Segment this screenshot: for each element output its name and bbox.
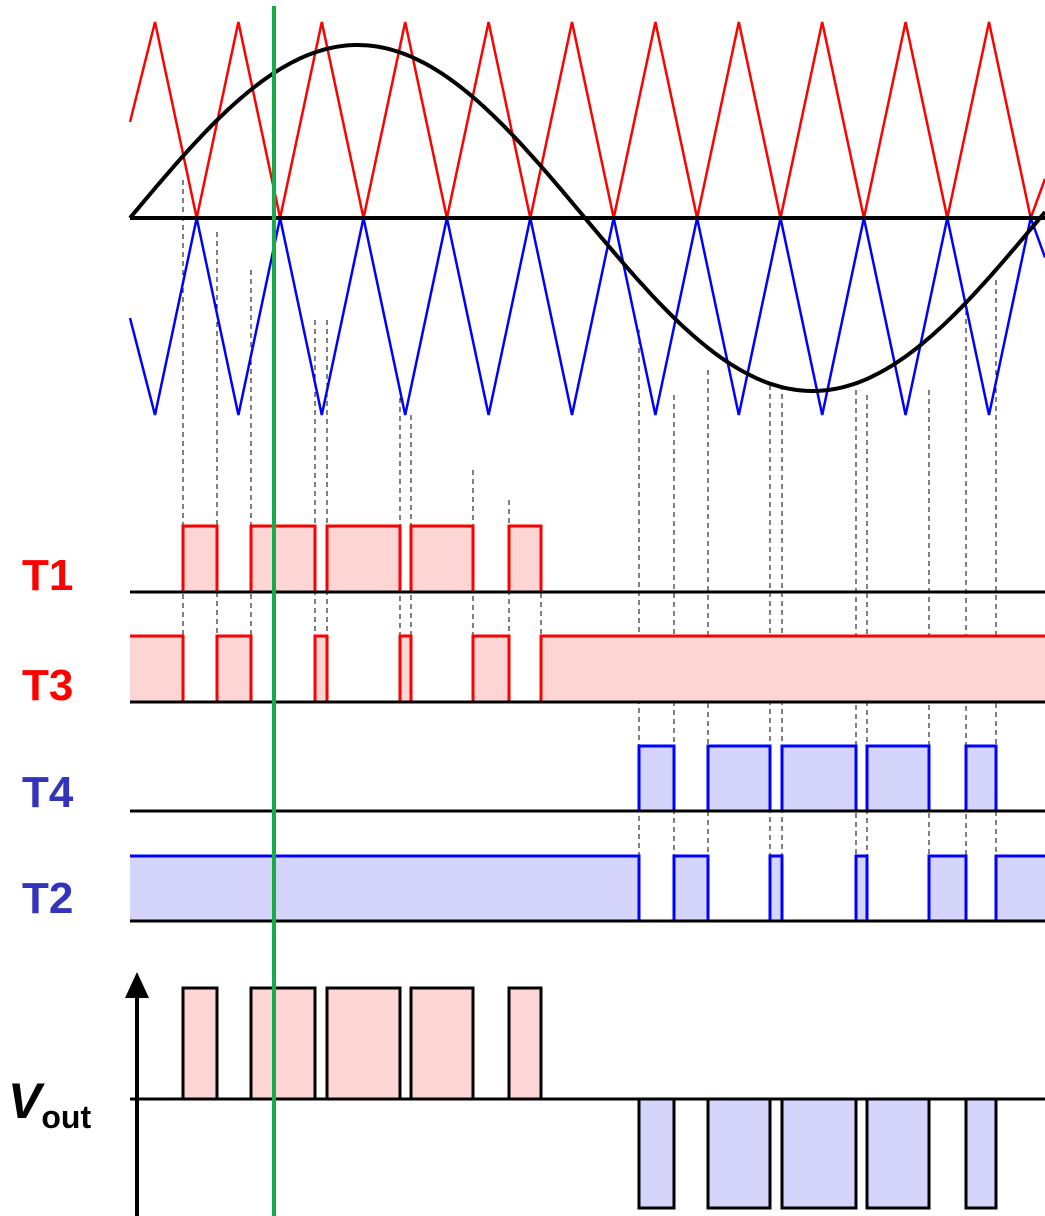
sine-curve [128,43,1045,393]
label-t4: T4 [22,768,74,817]
vout-positive-pulse [325,986,402,1101]
vout-positive-pulse [181,986,219,1101]
label-vout-sub: out [41,1099,91,1135]
signal-waveforms [130,524,1045,923]
vout-negative-pulse [865,1097,931,1210]
label-vout: Vout [8,1073,91,1135]
label-vout-main: V [8,1073,45,1129]
vout-positive-pulse [409,986,475,1101]
vout-negative-pulse [706,1097,772,1210]
t2-signal-fill [130,856,1045,921]
vout-waveform [181,986,998,1210]
vout-positive-pulse [507,986,543,1101]
vout-positive-pulse [249,986,317,1101]
vout-negative-pulse [780,1097,858,1210]
label-t1: T1 [22,551,73,600]
vout-negative-pulse [637,1097,676,1210]
vout-negative-pulse [964,1097,998,1210]
t3-signal-fill [130,636,1045,702]
t4-signal-fill [130,746,1045,811]
t1-signal-trace [130,524,1045,594]
t1-signal-fill [130,526,1045,592]
negative-carrier [128,213,1045,416]
reference-sine [128,43,1045,393]
positive-carrier [128,21,1045,223]
t4-signal-trace [130,744,1045,813]
arrow-up-icon [125,972,149,998]
vout-axis [125,972,1045,1216]
label-t3: T3 [22,661,73,710]
label-t2: T2 [22,874,73,923]
